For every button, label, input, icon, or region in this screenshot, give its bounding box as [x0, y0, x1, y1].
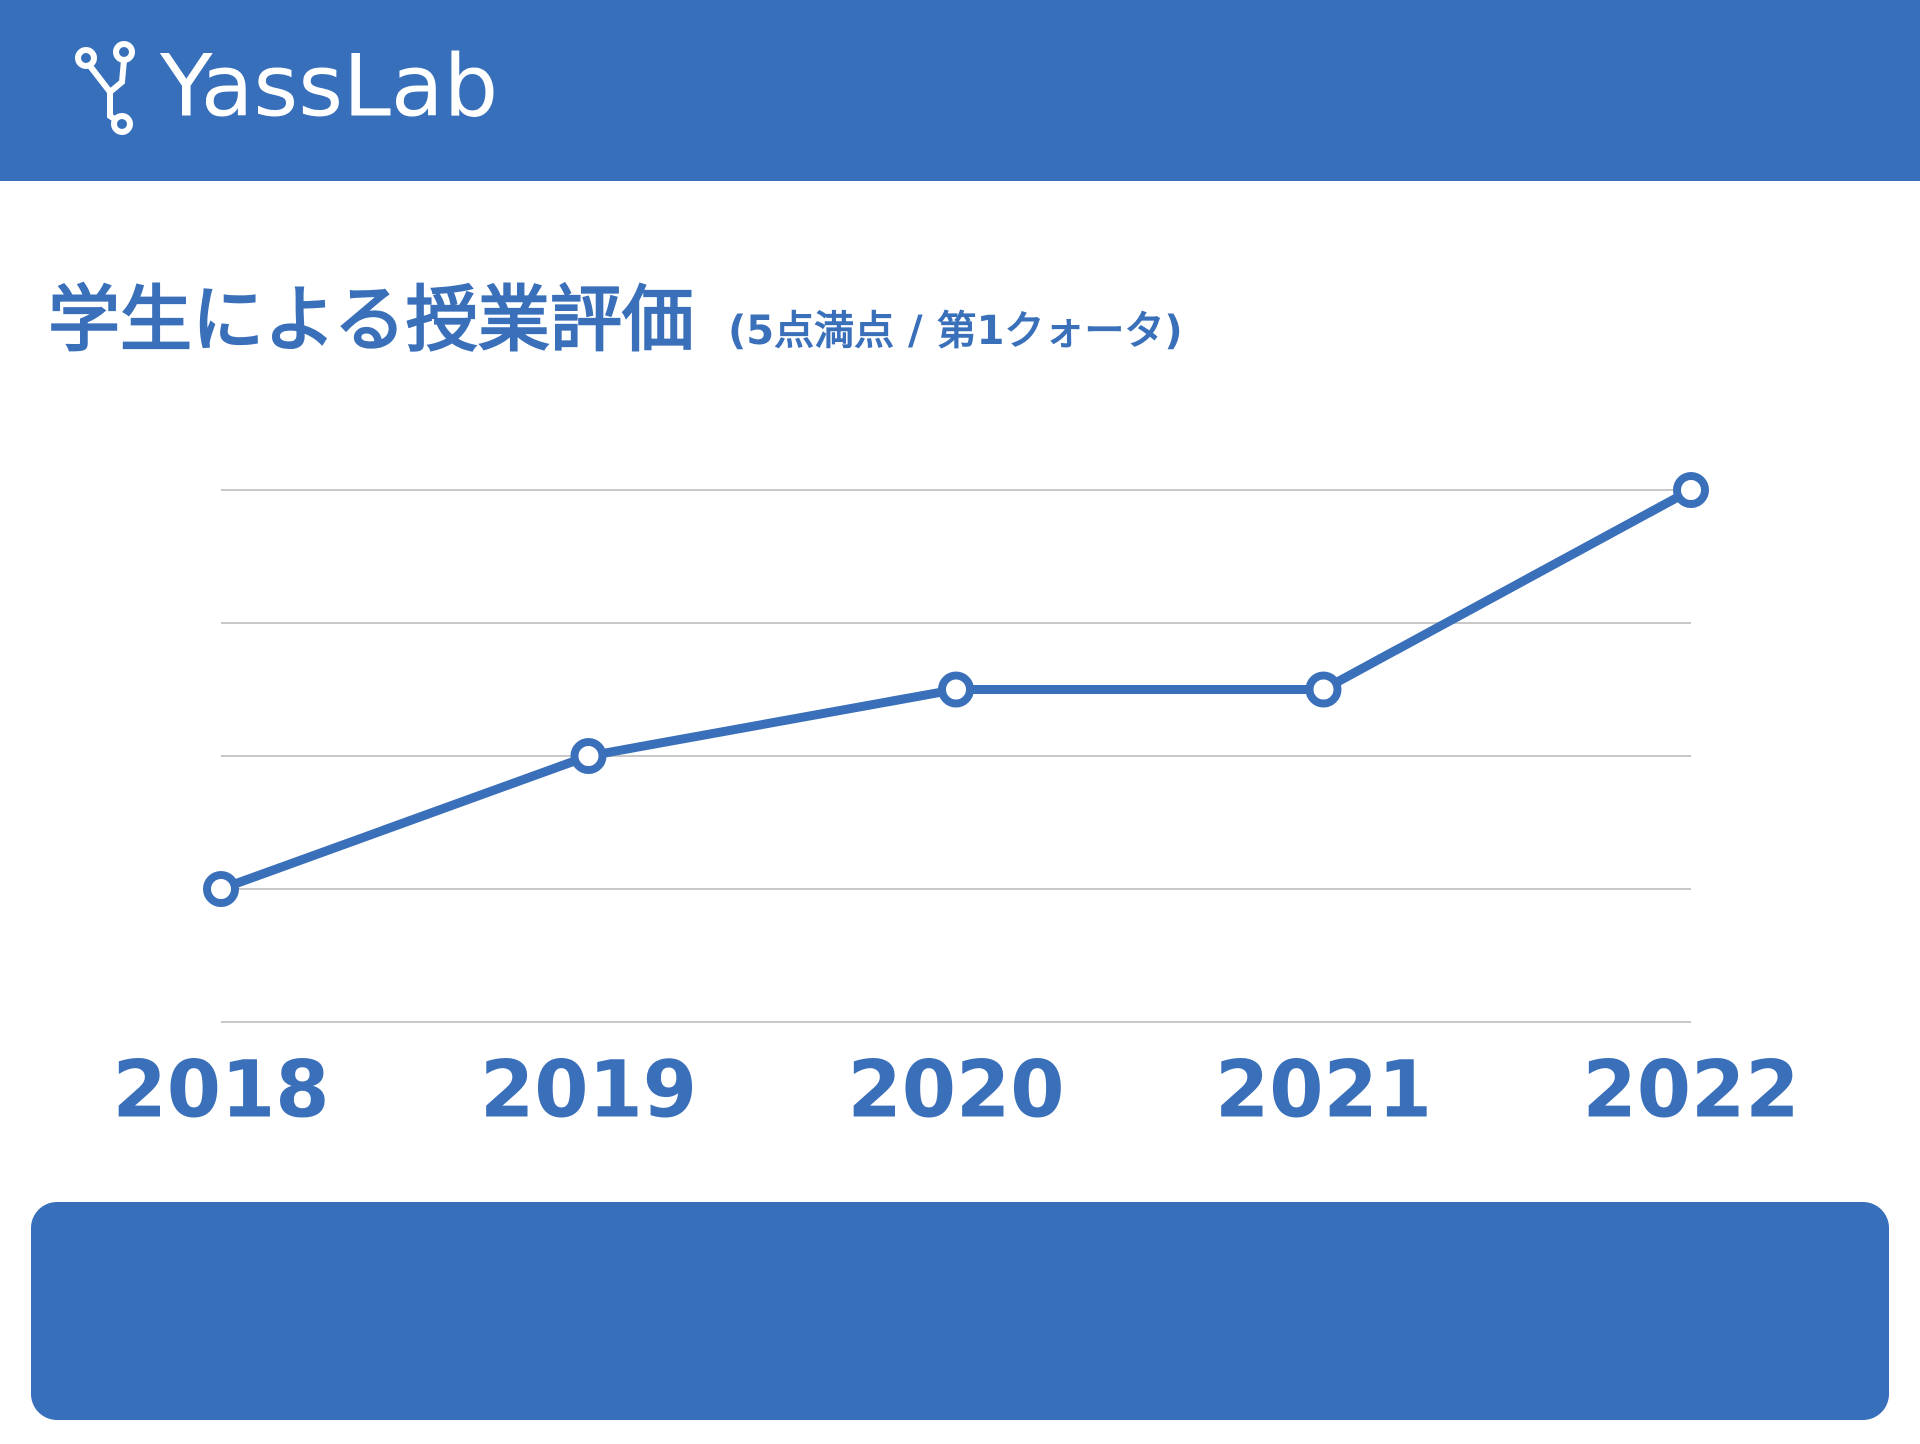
x-tick-label: 2022	[1582, 1045, 1799, 1135]
x-tick-label: 2020	[847, 1045, 1064, 1135]
x-tick-label: 2018	[112, 1045, 329, 1135]
data-point	[938, 671, 974, 708]
data-point	[570, 738, 607, 774]
data-point	[1305, 671, 1342, 708]
x-tick-label: 2019	[480, 1045, 697, 1135]
header-bar	[0, 0, 1920, 181]
logo-text: YassLab	[159, 36, 498, 136]
footer-box	[31, 1202, 1889, 1420]
data-point	[1673, 472, 1709, 508]
data-point	[203, 871, 239, 907]
logo-icon	[75, 41, 135, 135]
x-tick-label: 2021	[1215, 1045, 1432, 1135]
plot: 2018 2019 2020 2021 2022	[112, 472, 1800, 1135]
chart-subtitle: (5点満点 / 第1クォータ)	[728, 308, 1183, 354]
chart-title: 学生による授業評価	[48, 278, 694, 362]
